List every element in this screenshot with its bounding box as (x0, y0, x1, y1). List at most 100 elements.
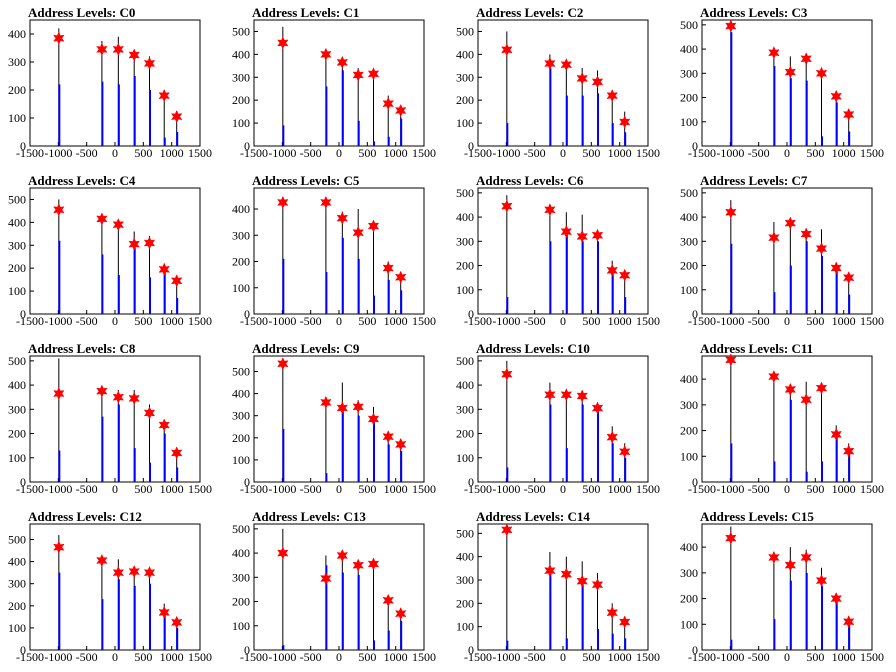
y-tick-label: 300 (8, 402, 26, 416)
y-tick-label: 200 (456, 427, 474, 441)
y-tick-label: 200 (232, 595, 250, 609)
panel-title: Address Levels: C10 (476, 341, 590, 356)
y-tick-label: 500 (680, 186, 698, 200)
x-tick-label: 500 (358, 482, 376, 496)
panel-title: Address Levels: C4 (28, 173, 136, 188)
red-star-marker (606, 263, 618, 277)
address-level-panel: Address Levels: C10 0 100 200 300 400 500 -1500… (456, 341, 660, 496)
y-tick-label: 400 (680, 540, 698, 554)
x-tick-label: 1500 (860, 650, 884, 664)
red-star-marker (606, 430, 618, 444)
y-tick-label: 100 (456, 116, 474, 130)
red-star-marker (336, 211, 349, 225)
y-tick-label: 200 (456, 93, 474, 107)
red-star-marker (618, 615, 631, 629)
y-tick-label: 0 (468, 139, 474, 153)
address-level-panel: Address Levels: C13 0 100 200 300 400 500 -1500… (232, 509, 436, 664)
x-tick-label: 1500 (188, 482, 212, 496)
y-tick-label: 100 (680, 115, 698, 129)
x-tick-label: -500 (748, 314, 770, 328)
x-tick-label: -500 (300, 650, 322, 664)
red-star-marker (367, 557, 380, 571)
red-star-marker (606, 88, 618, 103)
x-tick-label: 1000 (608, 482, 632, 496)
red-star-marker (352, 68, 364, 82)
y-tick-label: 0 (692, 643, 698, 657)
red-star-marker (815, 381, 828, 395)
x-tick-label: -1500 (464, 314, 492, 328)
red-star-marker (367, 67, 380, 81)
red-star-marker (618, 115, 631, 129)
plot-frame (253, 523, 425, 651)
x-tick-label: 500 (806, 146, 824, 160)
y-tick-label: 200 (232, 93, 250, 107)
y-tick-label: 0 (244, 643, 250, 657)
y-tick-label: 100 (680, 617, 698, 631)
red-star-marker (143, 56, 156, 71)
red-star-marker (725, 205, 737, 219)
red-star-marker (53, 540, 65, 554)
address-level-panel: Address Levels: C90100200300400500-1500-… (232, 341, 436, 496)
y-tick-label: 400 (232, 202, 250, 216)
red-star-marker (830, 427, 842, 442)
x-tick-label: 500 (134, 314, 152, 328)
red-star-marker (591, 578, 604, 592)
plot-frame (701, 19, 873, 147)
x-tick-label: -500 (748, 650, 770, 664)
red-star-marker (544, 564, 556, 578)
panel-title: Address Levels: C14 (476, 509, 590, 524)
plot-frame (477, 19, 649, 147)
x-tick-label: 1500 (188, 314, 212, 328)
x-tick-label: -500 (76, 482, 98, 496)
x-tick-label: -500 (748, 482, 770, 496)
red-star-marker (158, 88, 170, 103)
y-tick-label: 200 (8, 83, 26, 97)
red-star-marker (560, 58, 573, 72)
red-star-marker (768, 231, 780, 245)
red-star-marker (501, 367, 513, 381)
y-tick-label: 0 (468, 643, 474, 657)
x-tick-label: 0 (112, 650, 118, 664)
y-tick-label: 0 (244, 307, 250, 321)
x-tick-label: 1500 (636, 314, 660, 328)
x-tick-label: -500 (76, 314, 98, 328)
x-tick-label: 500 (358, 314, 376, 328)
x-tick-label: 1000 (608, 146, 632, 160)
plot-frame (253, 355, 425, 483)
panel-title: Address Levels: C3 (700, 5, 808, 20)
x-tick-label: 0 (336, 650, 342, 664)
y-tick-label: 200 (680, 592, 698, 606)
x-tick-label: 0 (784, 482, 790, 496)
y-tick-label: 500 (456, 24, 474, 38)
red-star-marker (591, 401, 604, 415)
y-tick-label: 200 (8, 427, 26, 441)
y-tick-label: 300 (680, 566, 698, 580)
y-tick-label: 500 (456, 354, 474, 368)
y-tick-label: 500 (232, 522, 250, 536)
x-tick-label: -1500 (240, 482, 268, 496)
x-tick-label: 1000 (384, 314, 408, 328)
panel-title: Address Levels: C9 (252, 341, 360, 356)
address-level-panel: Address Levels: C5 0 100 200 300 400 -1500 -100… (232, 173, 436, 328)
x-tick-label: 0 (560, 314, 566, 328)
red-star-marker (112, 42, 125, 57)
red-star-marker (606, 606, 618, 620)
y-tick-label: 100 (232, 619, 250, 633)
x-tick-label: 1500 (412, 650, 436, 664)
y-tick-label: 200 (680, 91, 698, 105)
x-tick-label: 500 (582, 146, 600, 160)
x-tick-label: 500 (582, 482, 600, 496)
y-tick-label: 500 (456, 526, 474, 540)
x-tick-label: -1000 (268, 482, 296, 496)
y-tick-label: 200 (232, 431, 250, 445)
red-star-marker (842, 271, 855, 285)
x-tick-label: -500 (76, 650, 98, 664)
x-tick-label: 1000 (160, 650, 184, 664)
x-tick-label: 1500 (412, 314, 436, 328)
red-star-marker (591, 75, 604, 89)
panel-title: Address Levels: C0 (28, 5, 135, 20)
red-star-marker (143, 566, 156, 580)
red-star-marker (394, 607, 407, 621)
red-star-marker (112, 390, 125, 404)
x-tick-label: -1500 (240, 146, 268, 160)
